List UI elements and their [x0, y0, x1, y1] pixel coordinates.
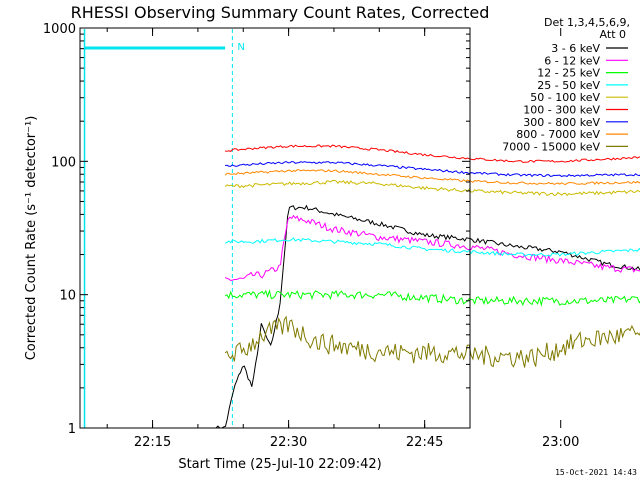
series-line-1 [215, 204, 640, 429]
x-tick-label-1: 22:15 [134, 435, 171, 450]
legend-header: Det 1,3,4,5,6,9, Att 0 [544, 16, 630, 41]
series-line-3 [224, 288, 640, 307]
legend-label-9: 7000 - 15000 keV [502, 140, 600, 153]
legend-label-6: 100 - 300 keV [523, 104, 600, 117]
legend-header-line-1: Det 1,3,4,5,6,9, [544, 16, 630, 29]
legend-label-7: 300 - 800 keV [523, 116, 600, 129]
y-tick-label-3: 100 [51, 155, 76, 170]
y-axis-label: Corrected Count Rate (s⁻¹ detector⁻¹) [24, 116, 39, 361]
legend-label-2: 6 - 12 keV [544, 54, 600, 67]
y-tick-label-2: 10 [59, 289, 76, 304]
x-tick-label-3: 22:45 [406, 435, 443, 450]
legend-label-4: 25 - 50 keV [537, 79, 600, 92]
y-tick-label-4: 1000 [43, 22, 76, 37]
legend-label-8: 800 - 7000 keV [516, 128, 600, 141]
x-axis-label: Start Time (25-Jul-10 22:09:42) [178, 457, 381, 472]
series-line-8 [224, 169, 640, 186]
plot-frame [79, 27, 471, 429]
series-line-6 [225, 144, 640, 163]
x-tick-label-2: 22:30 [270, 435, 307, 450]
legend-label-1: 3 - 6 keV [551, 42, 600, 55]
legend-label-3: 12 - 25 keV [537, 67, 600, 80]
legend-header-line-2: Att 0 [600, 28, 626, 41]
series-line-2 [224, 214, 640, 282]
series-line-4 [224, 237, 640, 257]
axes: 110100100022:1522:3022:4523:0023:1523:30… [43, 22, 580, 450]
chart-title: RHESSI Observing Summary Count Rates, Co… [71, 3, 490, 22]
series-line-5 [224, 179, 640, 197]
series-line-9 [224, 315, 640, 368]
y-tick-label-1: 1 [68, 422, 76, 437]
plot-area: NS [83, 29, 640, 429]
legend-label-5: 50 - 100 keV [530, 91, 600, 104]
timestamp: 15-Oct-2021 14:43 [555, 468, 637, 477]
night-flag-label: N [237, 42, 244, 53]
series-line-7 [225, 160, 640, 178]
x-tick-label-4: 23:00 [542, 435, 579, 450]
